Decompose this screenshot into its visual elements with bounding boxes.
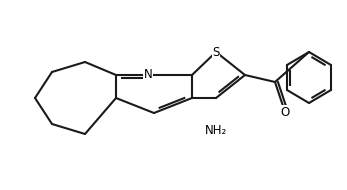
Text: S: S: [212, 45, 220, 59]
Text: NH₂: NH₂: [205, 124, 227, 136]
Text: O: O: [280, 105, 290, 119]
Text: N: N: [144, 69, 152, 82]
